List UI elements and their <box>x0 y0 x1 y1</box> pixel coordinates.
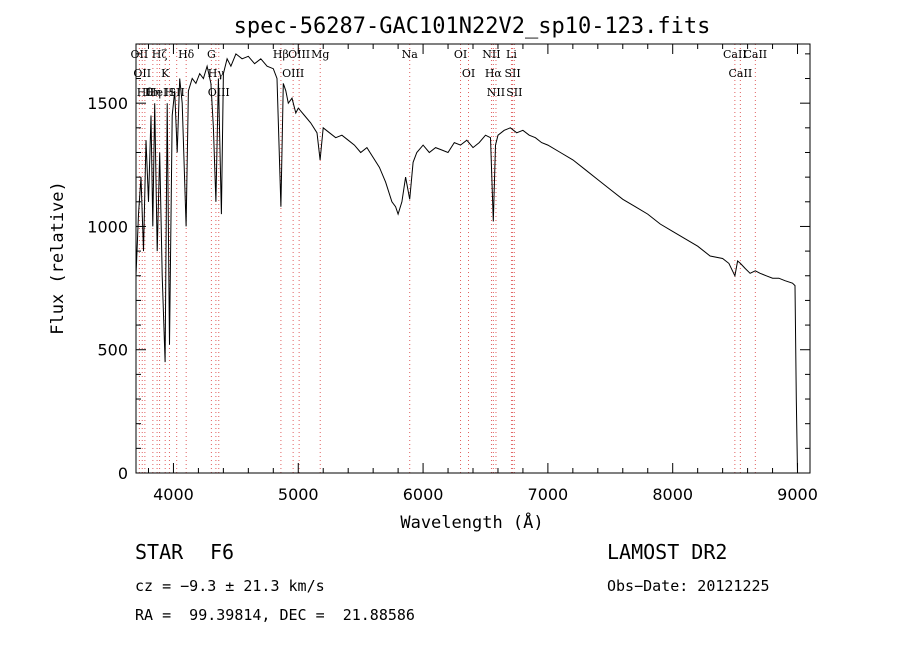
spectral-line-label: SII <box>506 86 522 99</box>
x-tick-label: 6000 <box>403 485 444 504</box>
spectral-line-label: Hβ <box>273 48 289 61</box>
spectral-line-label: H <box>165 86 175 99</box>
y-axis-label: Flux (relative) <box>48 181 68 335</box>
spectral-line-label: NII <box>482 48 500 61</box>
x-tick-label: 5000 <box>278 485 319 504</box>
spectral-line-label: Hη <box>145 86 161 99</box>
spectral-line-label: OIII <box>288 48 310 61</box>
spectral-line-label: Li <box>506 48 517 61</box>
x-tick-label: 7000 <box>528 485 569 504</box>
spectral-line-label: SII <box>504 67 520 80</box>
spectral-line-label: Na <box>402 48 419 61</box>
coordinates-ra-dec: RA = 99.39814, DEC = 21.88586 <box>135 606 415 624</box>
x-tick-label: 8000 <box>652 485 693 504</box>
observation-date: Obs−Date: 20121225 <box>607 577 770 595</box>
object-class: STAR <box>135 540 184 564</box>
y-tick-label: 1500 <box>87 94 128 113</box>
spectral-line-label: Hα <box>485 67 503 80</box>
spectral-line-label: CaII <box>729 67 753 80</box>
survey-release: LAMOST DR2 <box>607 540 728 564</box>
axis-ticks: 4000 5000 6000 7000 8000 9000 0 500 1000 1500 <box>87 44 818 504</box>
redshift-velocity: cz = −9.3 ± 21.3 km/s <box>135 577 325 595</box>
spectral-line-label: HeI <box>147 86 167 99</box>
spectral-line-label: Hδ <box>178 48 195 61</box>
spectral-line-label: Hγ <box>208 67 225 80</box>
plot-area-frame <box>135 43 811 474</box>
chart-title: spec-56287-GAC101N22V2_sp10-123.fits <box>234 14 711 39</box>
spectral-line-label: OII <box>133 67 151 80</box>
spectral-line-label: Mg <box>311 48 329 61</box>
object-subclass: F6 <box>210 540 235 564</box>
spectral-line-label: K <box>161 67 170 80</box>
spectral-line-label: CaII <box>723 48 747 61</box>
x-axis-label: Wavelength (Å) <box>400 511 543 533</box>
x-tick-label: 9000 <box>777 485 818 504</box>
y-tick-label: 1000 <box>87 217 128 236</box>
spectral-line-label: G <box>207 48 216 61</box>
spectral-line-label: Hθ <box>137 86 154 99</box>
y-tick-label: 0 <box>118 464 128 483</box>
spectral-line-label: SII <box>169 86 185 99</box>
y-tick-label: 500 <box>97 341 128 360</box>
spectral-line-label: OI <box>462 67 475 80</box>
spectrum-series-line <box>135 53 798 474</box>
spectral-lines-layer <box>138 44 756 473</box>
spectral-line-label: OI <box>454 48 467 61</box>
spectral-line-label: NII <box>487 86 505 99</box>
spectral-line-label: CaII <box>743 48 767 61</box>
spectral-line-label: OII <box>131 48 149 61</box>
spectral-line-label: OIII <box>282 67 304 80</box>
x-tick-label: 4000 <box>153 485 194 504</box>
spectral-line-label: Hζ <box>152 48 168 61</box>
